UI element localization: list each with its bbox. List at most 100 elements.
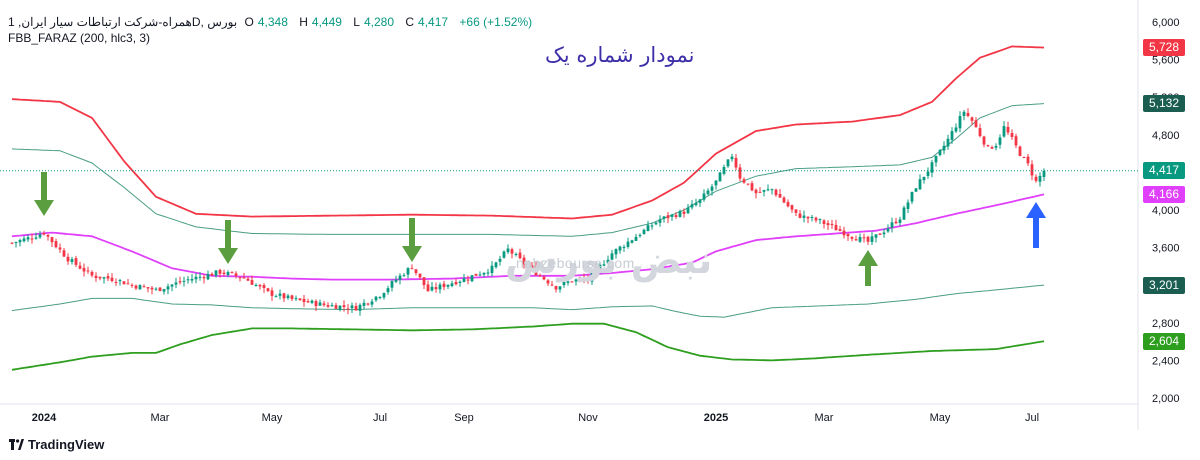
candle-body xyxy=(234,273,238,276)
candle-body xyxy=(230,271,234,273)
candle-body xyxy=(90,271,94,276)
tradingview-branding[interactable]: TradingView xyxy=(9,437,104,452)
candle-body xyxy=(818,219,822,221)
candle-body xyxy=(358,304,362,311)
candle-body xyxy=(594,268,598,272)
low-label: L xyxy=(353,15,360,29)
candle-body xyxy=(1026,156,1030,164)
candle-body xyxy=(490,265,494,274)
candle-body xyxy=(770,189,774,191)
candle-body xyxy=(130,284,134,286)
candle-body xyxy=(878,233,882,235)
candle-body xyxy=(854,239,858,241)
candle-body xyxy=(518,252,522,259)
candle-body xyxy=(858,236,862,242)
symbol-header: همراه-شرکت ارتباطات سیار ایران, 1D, بورس… xyxy=(8,15,536,29)
candle-body xyxy=(362,302,366,306)
candle-body xyxy=(618,246,622,251)
band-line-middle-band xyxy=(11,193,1045,281)
price-label: 4,166 xyxy=(1143,185,1185,203)
candle-body xyxy=(174,282,178,285)
candle-body xyxy=(1030,164,1034,176)
candle-body xyxy=(814,217,818,221)
candle-body xyxy=(698,199,702,203)
candle-body xyxy=(310,300,314,303)
candle-body xyxy=(778,193,782,198)
candle-body xyxy=(682,211,686,214)
candle-body xyxy=(754,189,758,194)
candle-body xyxy=(986,145,990,147)
candle-body xyxy=(538,275,542,277)
candle-body xyxy=(734,157,738,168)
candle-body xyxy=(578,278,582,280)
candle-body xyxy=(226,272,230,275)
candle-body xyxy=(542,276,546,280)
candle-body xyxy=(546,280,550,284)
candle-body xyxy=(694,203,698,206)
close-value: 4,417 xyxy=(418,15,449,29)
candle-body xyxy=(402,275,406,277)
candle-body xyxy=(1018,146,1022,156)
open-label: O xyxy=(244,15,254,29)
candle-body xyxy=(862,237,866,239)
candle-body xyxy=(218,269,222,274)
candle-body xyxy=(202,277,206,279)
candle-body xyxy=(262,285,266,289)
candle-body xyxy=(346,308,350,310)
candle-body xyxy=(622,246,626,248)
candle-body xyxy=(338,305,342,310)
candle-body xyxy=(902,207,906,220)
candle-body xyxy=(670,214,674,217)
candle-body xyxy=(62,250,66,257)
candle-body xyxy=(166,286,170,290)
candle-body xyxy=(258,285,262,287)
y-tick-label: 2,400 xyxy=(1152,355,1180,367)
candle-body xyxy=(674,215,678,218)
candle-body xyxy=(74,258,78,265)
x-tick-label: Jul xyxy=(1025,412,1039,424)
candle-body xyxy=(158,287,162,291)
candle-body xyxy=(142,286,146,288)
candle-body xyxy=(798,213,802,218)
candle-body xyxy=(942,145,946,151)
candle-body xyxy=(1006,126,1010,133)
candle-body xyxy=(326,305,330,307)
candle-body xyxy=(802,215,806,218)
candle-body xyxy=(1042,170,1046,177)
candle-body xyxy=(150,287,154,290)
candle-body xyxy=(894,221,898,224)
x-tick-label: Mar xyxy=(151,412,170,424)
candle-body xyxy=(182,280,186,282)
candle-body xyxy=(550,284,554,286)
candle-body xyxy=(198,276,202,278)
candle-body xyxy=(478,274,482,276)
candle-body xyxy=(914,188,918,192)
price-label: 5,728 xyxy=(1143,39,1185,57)
candle-body xyxy=(242,277,246,279)
candle-body xyxy=(874,234,878,238)
candle-body xyxy=(30,238,34,240)
candle-body xyxy=(606,259,610,264)
candle-body xyxy=(710,186,714,191)
y-tick-label: 6,000 xyxy=(1152,17,1180,29)
candle-body xyxy=(386,288,390,293)
candle-body xyxy=(98,276,102,279)
candle-body xyxy=(86,270,90,272)
close-label: C xyxy=(405,15,415,29)
candle-body xyxy=(274,296,278,298)
candle-body xyxy=(290,295,294,299)
indicator-legend[interactable]: FBB_FARAZ (200, hlc3, 3) xyxy=(8,31,151,45)
low-value: 4,280 xyxy=(363,15,395,29)
candle-body xyxy=(118,280,122,282)
candle-body xyxy=(794,209,798,213)
candle-body xyxy=(954,127,958,132)
candle-body xyxy=(454,282,458,285)
candle-body xyxy=(66,256,70,262)
candle-body xyxy=(410,268,414,270)
candle-body xyxy=(70,259,74,262)
candle-body xyxy=(14,242,18,244)
candle-body xyxy=(642,229,646,234)
high-value: 4,449 xyxy=(311,15,342,29)
symbol-name[interactable]: همراه-شرکت ارتباطات سیار ایران, 1D, بورس xyxy=(8,15,238,29)
